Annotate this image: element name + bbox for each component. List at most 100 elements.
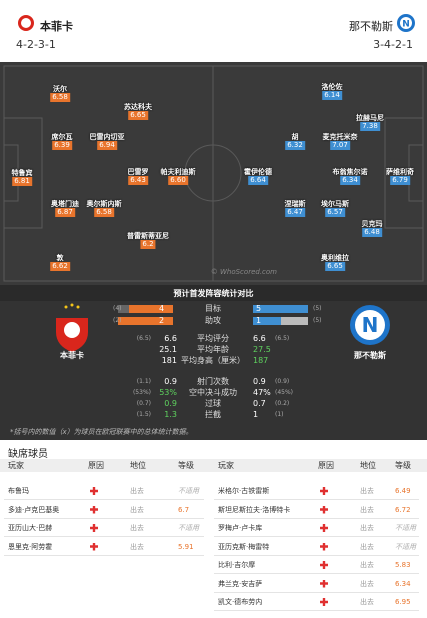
row-divider (214, 554, 419, 556)
reason-icon (320, 542, 328, 551)
home-value: 2 (159, 316, 165, 325)
player-name: 胡 (291, 133, 299, 141)
player-rating: 6.58 (50, 93, 70, 102)
player-rating: 6.64 (248, 176, 268, 185)
rating: 6.95 (395, 598, 411, 606)
player-name: 奥塔门迪 (51, 200, 79, 208)
status: 出去 (360, 487, 374, 495)
away-paren: (0.9) (275, 378, 290, 385)
row-divider (214, 610, 419, 611)
bar-track (253, 317, 308, 325)
player-rating: 6.62 (50, 262, 70, 271)
reason-icon (90, 505, 98, 514)
reason-icon (90, 524, 98, 532)
home-value: 25.1 (159, 345, 177, 354)
home-value: 6.6 (164, 334, 177, 343)
away-value: 1 (256, 316, 262, 325)
svg-text:N: N (402, 20, 410, 30)
player: 弗兰克·安吉萨 (218, 579, 263, 588)
player-name: 埃尔马斯 (321, 200, 349, 208)
row-divider (214, 573, 419, 574)
player-name: 巴雷罗 (127, 168, 149, 176)
stat-label: 平均身高（厘米） (181, 356, 245, 365)
player-name: 普雷斯蒂亚尼 (127, 232, 169, 240)
status: 出去 (360, 542, 374, 551)
away-value: 1 (253, 410, 259, 419)
player-name: 特鲁宾 (11, 169, 33, 177)
status: 出去 (130, 505, 144, 514)
player-rating: 6.81 (12, 177, 32, 186)
away-value: 187 (253, 356, 269, 365)
player: 罗梅卢·卢卡库 (218, 524, 263, 532)
column-header: 原因 (318, 461, 334, 470)
row-divider (4, 517, 204, 519)
stat-label: 平均年龄 (197, 345, 229, 354)
bar-label: 助攻 (205, 316, 221, 325)
home-paren: (0.7) (136, 400, 151, 407)
home-bar (118, 317, 173, 325)
reason-icon (320, 598, 328, 606)
player: 比利·吉尔摩 (218, 561, 256, 569)
player: 恩里克·阿劳霍 (8, 542, 53, 551)
home-value: 0.9 (164, 377, 177, 386)
player-rating: 7.07 (330, 141, 350, 150)
row-divider (4, 554, 204, 556)
row-divider (4, 499, 204, 500)
away-value: 0.9 (253, 377, 266, 386)
status: 出去 (360, 524, 374, 532)
rating: 不适用 (178, 524, 199, 532)
player-rating: 6.79 (390, 176, 410, 185)
stats-away-name: 那不勒斯 (354, 351, 386, 360)
player-name: 奥尔斯内斯 (86, 200, 122, 208)
player: 多迪·卢克巴基奥 (8, 505, 60, 514)
rating: 不适用 (395, 524, 416, 532)
away-value: 27.5 (253, 345, 271, 354)
rating: 不适用 (395, 542, 416, 551)
stat-label: 平均评分 (197, 334, 229, 343)
rating: 6.49 (395, 487, 411, 495)
player-name: 涅瑞斯 (284, 200, 306, 208)
away-formation: 3-4-2-1 (373, 38, 413, 51)
home-paren: (4) (113, 305, 122, 312)
rating: 6.34 (395, 579, 411, 588)
rating: 5.91 (178, 542, 194, 551)
status: 出去 (130, 524, 144, 532)
player: 斯坦尼斯拉夫·洛博特卡 (218, 505, 291, 514)
row-divider (214, 499, 419, 500)
column-header: 原因 (88, 461, 104, 470)
player-name: 拉赫马尼 (356, 114, 384, 122)
footnote: *括号内的数值（x）为球员在欧冠联赛中的总体统计数据。 (10, 428, 193, 436)
reason-icon (320, 561, 328, 569)
player-name: 帕夫利迪斯 (160, 168, 196, 176)
home-paren: (6.5) (136, 335, 151, 342)
home-value: 53% (159, 388, 177, 397)
status: 出去 (360, 561, 374, 569)
rating: 不适用 (178, 487, 199, 495)
away-value: 6.6 (253, 334, 266, 343)
rating: 6.7 (178, 505, 190, 514)
player-rating: 6.2 (140, 240, 156, 249)
player-name: 贝克玛 (361, 220, 383, 228)
player-name: 苏达科夫 (124, 103, 152, 111)
status: 出去 (360, 505, 374, 514)
player: 亚历克斯·梅雷特 (218, 542, 270, 551)
stat-label: 过球 (205, 399, 221, 408)
watermark: © WhoScored.com (210, 268, 277, 276)
away-bar (253, 317, 281, 325)
player-rating: 6.39 (52, 141, 72, 150)
away-paren: (0.2) (275, 400, 290, 407)
player-rating: 6.57 (325, 208, 345, 217)
row-divider (214, 517, 419, 519)
svg-text:N: N (362, 313, 379, 337)
player-rating: 6.65 (128, 111, 148, 120)
player-rating: 6.14 (322, 91, 342, 100)
reason-icon (90, 542, 98, 551)
player-rating: 7.38 (360, 122, 380, 131)
player-name: 沃尔 (53, 85, 67, 93)
away-paren: (5) (313, 305, 322, 312)
home-value: 0.9 (164, 399, 177, 408)
row-divider (214, 591, 419, 593)
player-name: 萨维利奇 (386, 168, 414, 176)
